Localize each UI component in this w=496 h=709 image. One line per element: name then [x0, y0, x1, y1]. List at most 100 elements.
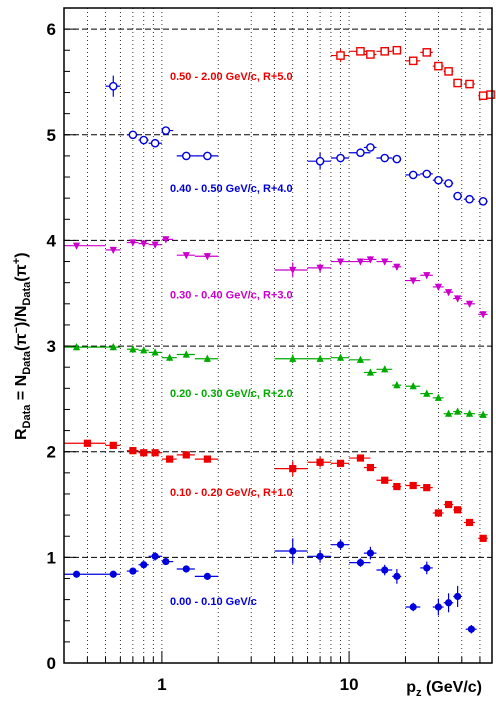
data-point	[336, 153, 345, 163]
data-point	[479, 534, 487, 542]
data-point	[203, 455, 211, 463]
data-point	[444, 289, 453, 297]
data-point	[366, 368, 375, 376]
data-point	[381, 476, 389, 484]
data-point	[140, 449, 148, 457]
data-point	[393, 381, 401, 389]
data-point	[182, 565, 190, 573]
data-point	[393, 482, 401, 491]
data-point	[109, 570, 117, 578]
data-point	[381, 365, 389, 373]
data-point	[140, 561, 148, 569]
data-point	[336, 353, 345, 361]
data-point	[434, 61, 443, 71]
y-tick-label: 2	[47, 443, 56, 462]
data-point	[289, 266, 297, 275]
data-point	[393, 572, 401, 580]
series-label-5: 0.50 - 2.00 GeV/c, R+5.0	[170, 71, 293, 83]
data-point	[454, 592, 462, 601]
data-point	[453, 78, 462, 88]
y-tick-label: 1	[47, 548, 56, 567]
data-point	[392, 154, 402, 164]
data-point	[392, 45, 402, 55]
data-point	[409, 277, 417, 285]
data-point	[356, 47, 365, 56]
data-point	[434, 393, 443, 401]
data-point	[356, 454, 365, 462]
series-layer	[64, 45, 495, 634]
data-point	[465, 518, 474, 527]
data-point	[83, 439, 91, 447]
data-point	[465, 194, 474, 204]
grid-layer	[63, 8, 492, 663]
series-label-1: 0.10 - 0.20 GeV/c, R+1.0	[170, 487, 293, 499]
data-point	[454, 295, 462, 303]
series-2	[64, 343, 488, 418]
series-label-2: 0.20 - 0.30 GeV/c, R+2.0	[170, 388, 293, 400]
data-point	[182, 451, 190, 459]
y-tick-label: 4	[47, 231, 57, 250]
data-point	[356, 148, 365, 158]
data-point	[140, 346, 148, 354]
data-point	[444, 409, 453, 417]
data-point	[366, 549, 375, 557]
data-point	[289, 465, 297, 473]
data-point	[423, 272, 431, 280]
series-5	[330, 45, 495, 100]
y-tick-label: 6	[47, 20, 56, 39]
data-point	[380, 153, 390, 163]
data-point	[203, 354, 211, 362]
x-axis-title: pz (GeV/c)	[406, 679, 482, 699]
data-point	[478, 197, 488, 206]
data-point	[316, 264, 324, 272]
x-tick-label: 10	[340, 675, 359, 694]
data-point	[162, 236, 170, 244]
data-point	[151, 552, 159, 560]
data-point	[434, 509, 443, 517]
y-axis-title: RData = NData(π−)/NData(π+)	[11, 252, 33, 440]
data-point	[434, 603, 443, 611]
data-point	[409, 481, 417, 490]
data-point	[366, 143, 375, 152]
series-3	[64, 236, 488, 319]
data-point	[129, 345, 137, 353]
axis-layer: 0 1 2 3 4 5 6 1 10 pz (GeV/c) RData = NData(π−)/ND…	[11, 7, 493, 699]
data-point	[182, 252, 190, 260]
series-1	[64, 439, 488, 542]
series-label-3: 0.30 - 0.40 GeV/c, R+3.0	[170, 290, 293, 302]
series-4	[105, 75, 488, 206]
data-point	[150, 138, 160, 148]
data-point	[203, 253, 211, 261]
data-point	[423, 484, 431, 492]
x-tick-label: 1	[157, 675, 166, 694]
data-point	[366, 256, 375, 264]
data-point	[454, 407, 462, 415]
data-point	[444, 599, 453, 607]
data-point	[381, 258, 389, 266]
data-point	[356, 559, 365, 567]
data-point	[151, 241, 159, 249]
data-point	[166, 353, 174, 361]
y-tick-label: 5	[47, 126, 56, 145]
data-point	[409, 603, 417, 611]
data-point	[289, 354, 297, 362]
data-point	[393, 263, 401, 271]
data-point	[380, 47, 390, 56]
data-point	[408, 56, 418, 66]
data-point	[129, 567, 137, 575]
data-point	[434, 175, 443, 185]
plot-frame	[63, 7, 493, 664]
data-point	[444, 500, 453, 509]
data-point	[151, 449, 159, 457]
data-point	[129, 239, 137, 247]
data-point	[467, 625, 475, 633]
data-point	[162, 557, 170, 566]
data-point	[72, 242, 81, 250]
y-tick-label: 0	[47, 654, 56, 673]
data-point	[422, 48, 432, 57]
data-point	[409, 382, 417, 390]
data-point	[381, 566, 389, 574]
data-point	[129, 447, 137, 455]
